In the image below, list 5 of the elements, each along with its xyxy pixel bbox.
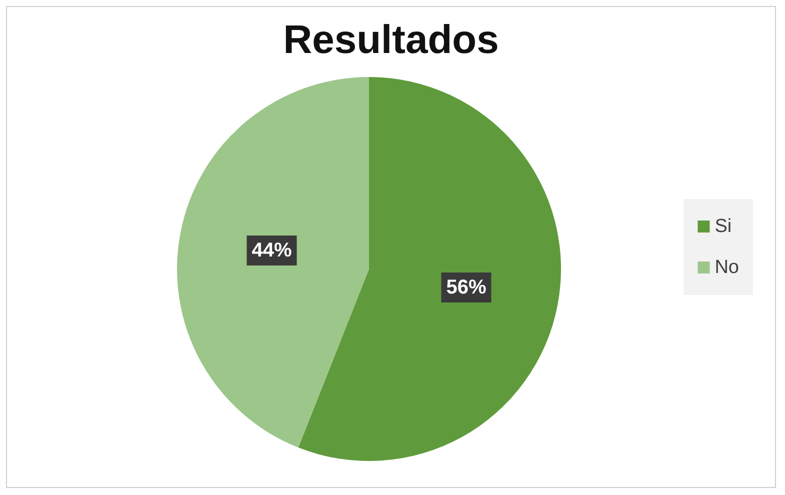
legend-label: No — [714, 257, 740, 278]
chart-title: Resultados — [283, 18, 499, 62]
legend-label: Si — [714, 216, 732, 237]
data-label: 44% — [252, 239, 292, 262]
data-label: 56% — [446, 276, 486, 299]
